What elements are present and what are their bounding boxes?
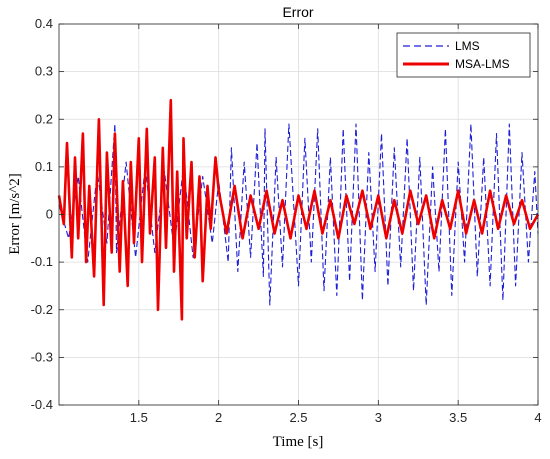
- x-axis-label: Time [s]: [273, 434, 324, 450]
- tick-labels: 1.5 2 2.5 3 3.5 4 -0.4 -0.3 -0.2 -0.1 0 0.1 0.2 0.3 0.…: [31, 16, 542, 425]
- y-tick-label-5: 0.1: [35, 159, 53, 174]
- y-tick-label-3: -0.1: [31, 254, 53, 269]
- y-tick-label-2: -0.2: [31, 302, 53, 317]
- legend-label-msa-lms: MSA-LMS: [455, 57, 510, 71]
- y-tick-label-7: 0.3: [35, 64, 53, 79]
- y-tick-label-1: -0.3: [31, 349, 53, 364]
- series-line-msa-lms: [57, 98, 540, 321]
- x-tick-label-5: 4: [534, 410, 541, 425]
- legend-label-lms: LMS: [455, 39, 480, 53]
- x-tick-label-2: 2.5: [289, 410, 307, 425]
- y-tick-label-0: -0.4: [31, 397, 53, 412]
- y-axis-label: Error [m/s^2]: [7, 173, 23, 255]
- x-tick-label-1: 2: [215, 410, 222, 425]
- legend: LMS MSA-LMS: [396, 32, 531, 78]
- ticks: [59, 23, 539, 406]
- chart-title: Error: [282, 4, 313, 20]
- x-tick-label-0: 1.5: [130, 410, 148, 425]
- y-tick-label-6: 0.2: [35, 111, 53, 126]
- y-tick-label-8: 0.4: [35, 16, 53, 31]
- series-layer: [57, 98, 540, 321]
- y-tick-label-4: 0: [46, 207, 53, 222]
- x-tick-label-4: 3.5: [449, 410, 467, 425]
- legend-box: [396, 32, 531, 78]
- x-tick-label-3: 3: [375, 410, 382, 425]
